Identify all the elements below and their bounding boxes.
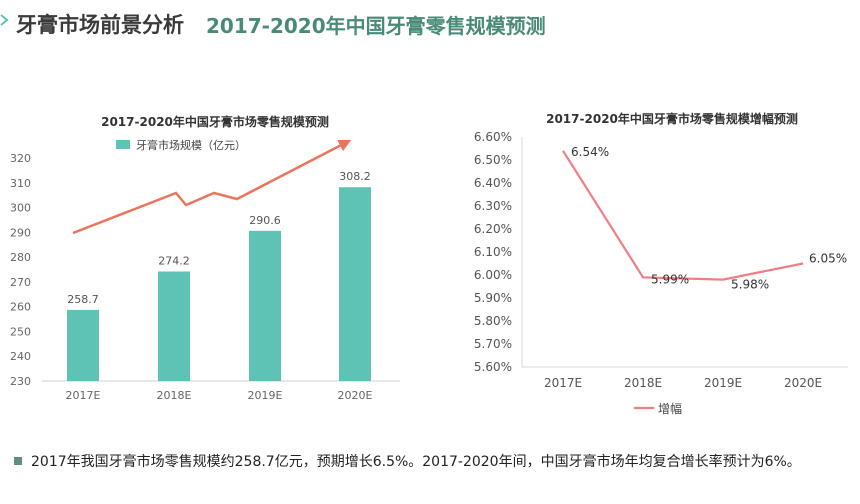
line-y-tick-label: 6.00% [474,268,512,282]
bar-y-tick-label: 240 [10,350,31,363]
bar-y-tick-label: 230 [10,375,31,388]
line-y-tick-label: 5.70% [474,337,512,351]
summary-note-text: 2017年我国牙膏市场零售规模约258.7亿元，预期增长6.5%。2017-20… [31,454,801,470]
line-y-tick-label: 5.60% [474,360,512,374]
legend-label-growth: 增幅 [658,401,682,416]
bar-2019E [249,230,281,381]
line-chart-y-axis: 5.60% 5.70% 5.80% 5.90% 6.00% 6.10% 6.20% 6.30%… [474,130,512,374]
line-y-tick-label: 6.60% [474,130,512,144]
bar-y-tick-label: 310 [10,177,31,190]
bar-x-tick-label: 2017E [66,389,101,402]
line-y-tick-label: 5.90% [474,291,512,305]
line-y-tick-label: 6.30% [474,199,512,213]
bar-chart-title: 2017-2020年中国牙膏市场零售规模预测 [101,114,329,129]
bar-y-tick-label: 280 [10,251,31,264]
bar-2020E [339,187,371,381]
line-y-tick-label: 6.10% [474,245,512,259]
line-y-tick-label: 6.20% [474,222,512,236]
growth-series-line [562,150,804,281]
bar-y-tick-label: 260 [10,301,31,314]
line-x-tick-label: 2018E [624,376,662,390]
line-chart-data-labels: 6.54% 5.99% 5.98% 6.05% [571,145,847,292]
bar-x-tick-label: 2018E [157,389,192,402]
bar-chart-y-axis: 230 240 250 260 270 280 290 300 310 320 [10,152,31,388]
line-data-label: 5.98% [731,278,769,292]
legend-swatch-market-size [116,140,130,149]
bar-data-label: 258.7 [67,293,99,306]
legend-label-market-size: 牙膏市场规模（亿元） [136,138,246,152]
line-chart-legend: 增幅 [634,401,682,416]
line-x-tick-label: 2017E [544,376,582,390]
bar-chart: 2017-2020年中国牙膏市场零售规模预测 牙膏市场规模（亿元） 230 240… [10,114,400,402]
trend-arrow [72,139,352,235]
bar-x-tick-label: 2020E [338,389,373,402]
line-data-label: 5.99% [651,272,689,286]
line-x-tick-label: 2020E [784,376,822,390]
bar-2018E [158,271,190,381]
page-header: 牙膏市场前景分析 2017-2020年中国牙膏零售规模预测 [0,0,860,44]
bar-chart-data-labels: 258.7 274.2 290.6 308.2 [67,170,371,306]
line-y-tick-label: 6.40% [474,176,512,190]
page-title: 牙膏市场前景分析 [16,13,184,37]
summary-note: 2017年我国牙膏市场零售规模约258.7亿元，预期增长6.5%。2017-20… [14,451,854,473]
bar-y-tick-label: 290 [10,226,31,239]
line-chart-title: 2017-2020年中国牙膏市场零售规模增幅预测 [546,111,798,126]
line-chart: 2017-2020年中国牙膏市场零售规模增幅预测 5.60% 5.70% 5.80%… [474,111,848,416]
line-data-label: 6.54% [571,145,609,159]
bar-y-tick-label: 250 [10,325,31,338]
bar-chart-x-axis: 2017E 2018E 2019E 2020E [66,389,373,402]
bar-y-tick-label: 270 [10,276,31,289]
bar-chart-bars [67,187,371,381]
bar-y-tick-label: 300 [10,202,31,215]
line-chart-x-axis: 2017E 2018E 2019E 2020E [544,376,822,390]
bar-data-label: 274.2 [158,254,190,267]
bar-data-label: 290.6 [249,214,281,227]
line-y-tick-label: 6.50% [474,153,512,167]
page-subtitle: 2017-2020年中国牙膏零售规模预测 [206,14,546,38]
bullet-square-icon [14,457,22,465]
bar-x-tick-label: 2019E [248,389,283,402]
bar-2017E [67,309,99,381]
chevron-right-icon [0,14,9,26]
line-x-tick-label: 2019E [704,376,742,390]
line-y-tick-label: 5.80% [474,314,512,328]
line-data-label: 6.05% [809,252,847,266]
bar-data-label: 308.2 [339,170,371,183]
bar-y-tick-label: 320 [10,152,31,165]
bar-chart-legend: 牙膏市场规模（亿元） [116,138,246,152]
